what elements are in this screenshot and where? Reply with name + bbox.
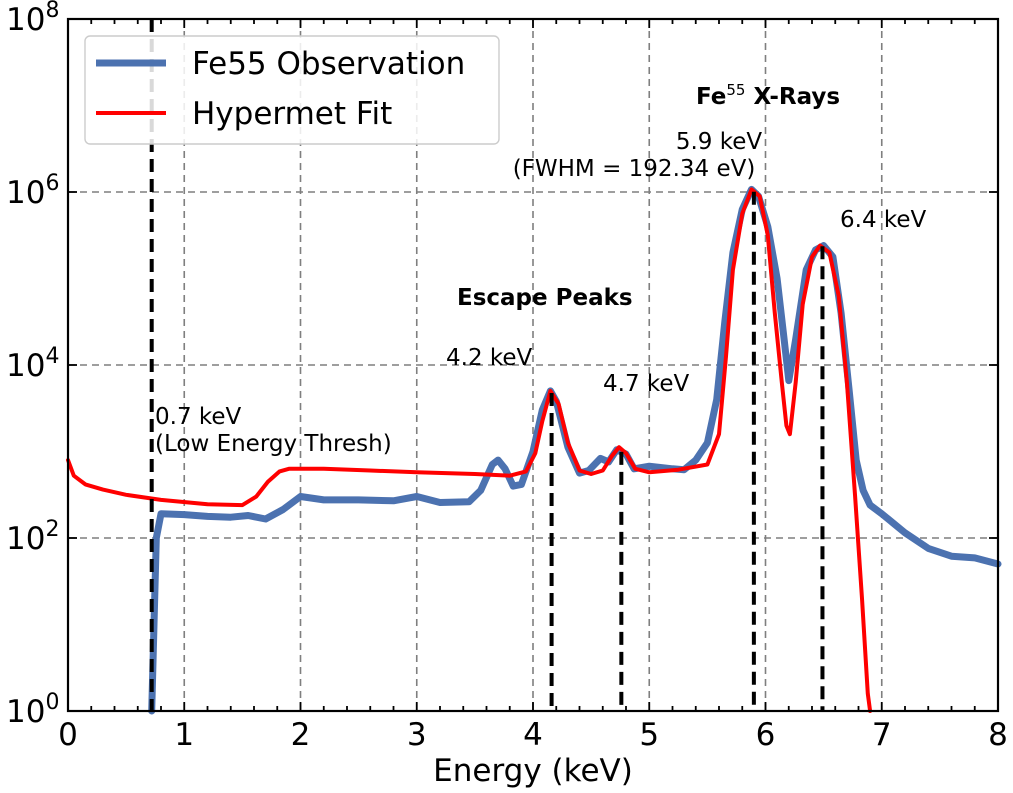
x-tick-label: 5 [639, 717, 659, 753]
peak-markers [149, 19, 825, 711]
legend: Fe55 Observation Hypermet Fit [84, 35, 500, 145]
legend-label-fit: Hypermet Fit [192, 96, 392, 132]
annotation-escape-peak-2: 4.7 keV [603, 371, 690, 397]
annotation-escape-peaks-title: Escape Peaks [457, 285, 633, 311]
y-tick-label: 108 [6, 0, 59, 38]
ticks [67, 18, 999, 712]
annotation-peak-59-fwhm: (FWHM = 192.34 eV) [513, 156, 756, 182]
x-tick-label: 2 [291, 717, 311, 753]
annotation-fe55-xrays-title: Fe55 X-Rays [696, 81, 840, 110]
x-tick-label: 7 [872, 717, 892, 753]
y-tick-label: 102 [6, 517, 59, 557]
fe-title-prefix: Fe [696, 84, 726, 110]
fe-title-suffix: X-Rays [745, 84, 840, 110]
y-tick-label: 106 [6, 171, 59, 211]
x-tick-label: 0 [58, 717, 78, 753]
annotation-peak-64: 6.4 keV [840, 207, 927, 233]
annotation-threshold-energy: 0.7 keV [155, 404, 242, 430]
series-line-fit [66, 187, 873, 713]
x-tick-label: 1 [174, 717, 194, 753]
y-tick-label: 100 [6, 690, 59, 730]
tick-labels: 0 1 2 3 4 5 6 7 8 100 102 104 106 108 [6, 0, 1008, 753]
legend-box [84, 35, 500, 145]
x-axis-title: Energy (keV) [433, 753, 633, 789]
annotation-peak-59-energy: 5.9 keV [676, 129, 763, 155]
x-tick-label: 3 [407, 717, 427, 753]
x-tick-label: 8 [988, 717, 1008, 753]
legend-label-observation: Fe55 Observation [192, 46, 465, 82]
annotation-escape-peak-1: 4.2 keV [446, 345, 533, 371]
annotation-threshold-label: (Low Energy Thresh) [155, 431, 392, 457]
y-tick-label: 104 [6, 344, 59, 384]
annotations: 0.7 keV (Low Energy Thresh) Escape Peaks… [155, 81, 927, 457]
x-tick-label: 6 [756, 717, 776, 753]
fe-title-superscript: 55 [726, 81, 745, 99]
x-tick-label: 4 [523, 717, 543, 753]
